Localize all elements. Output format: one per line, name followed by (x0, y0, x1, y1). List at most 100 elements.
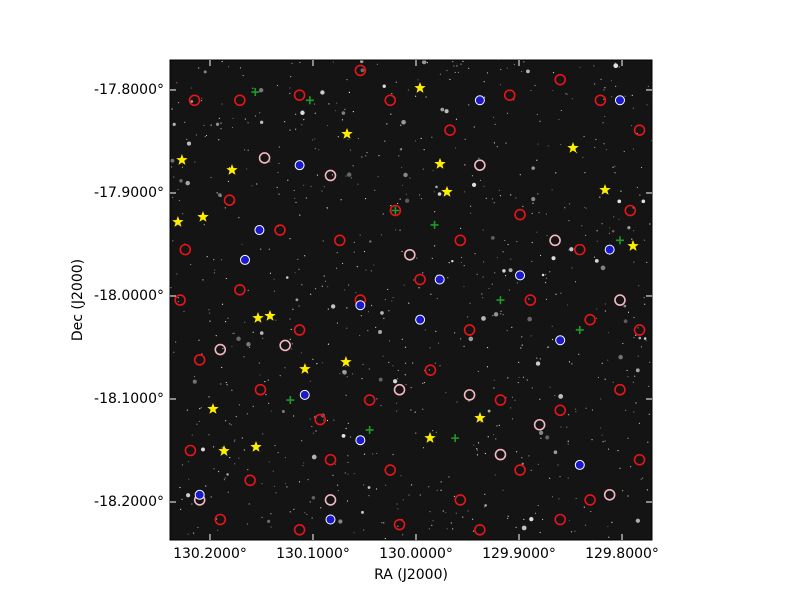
background-star (648, 413, 650, 415)
background-star (357, 183, 359, 185)
background-star (220, 128, 222, 130)
ring-marker (179, 243, 192, 256)
background-star (252, 405, 254, 408)
dot-marker (415, 314, 426, 325)
background-star (220, 195, 222, 197)
background-star (433, 191, 435, 193)
background-star (397, 369, 399, 372)
background-star (357, 137, 360, 140)
background-star (226, 473, 229, 476)
background-star (537, 143, 539, 145)
background-star (226, 384, 228, 386)
background-star (405, 193, 408, 195)
background-star (453, 495, 456, 498)
background-star (431, 257, 433, 259)
background-star (567, 477, 569, 479)
background-star (195, 134, 198, 136)
background-star (468, 67, 470, 69)
background-star (277, 171, 279, 174)
background-star (467, 510, 469, 512)
background-star (385, 484, 387, 486)
background-star (229, 456, 231, 459)
background-star (513, 63, 515, 66)
background-star (627, 495, 629, 497)
background-star (272, 470, 274, 472)
background-star (190, 87, 192, 89)
background-star (300, 110, 305, 115)
background-star (365, 155, 367, 157)
background-star (536, 113, 538, 116)
background-star (236, 336, 241, 342)
background-star (347, 461, 349, 464)
cross-marker (451, 434, 460, 443)
background-star (494, 474, 496, 476)
background-star (297, 258, 299, 260)
background-star (476, 454, 479, 456)
dot-marker (294, 160, 305, 171)
dot-marker (474, 95, 485, 106)
background-star (326, 124, 329, 127)
background-star (484, 504, 487, 507)
background-star (410, 409, 412, 411)
background-star (361, 156, 363, 158)
background-star (636, 186, 639, 189)
background-star (227, 66, 230, 68)
background-star (635, 518, 641, 523)
background-star (334, 110, 337, 112)
background-star (397, 508, 399, 510)
background-star (611, 229, 615, 233)
background-star (392, 453, 394, 456)
background-star (611, 96, 613, 98)
background-star (285, 276, 289, 279)
background-star (355, 291, 357, 294)
dot-marker (355, 300, 366, 311)
background-star (502, 251, 504, 253)
background-star (481, 316, 486, 321)
y-tick-label: -18.0000° (94, 288, 164, 304)
background-star (200, 407, 202, 409)
background-star (222, 347, 224, 350)
background-star (428, 369, 430, 371)
background-star (460, 227, 462, 229)
background-star (289, 92, 291, 95)
background-star (264, 380, 266, 383)
background-star (448, 476, 450, 478)
background-star (360, 510, 364, 514)
background-star (213, 259, 215, 261)
background-star (627, 226, 631, 230)
background-star (247, 149, 249, 151)
background-star (538, 212, 540, 214)
background-star (397, 378, 399, 380)
background-star (632, 229, 635, 232)
background-star (596, 308, 598, 310)
background-star (277, 451, 279, 454)
background-star (477, 442, 480, 444)
background-star (460, 256, 463, 259)
background-star (345, 175, 347, 177)
background-star (215, 335, 217, 337)
cross-marker (391, 206, 400, 215)
background-star (363, 529, 365, 531)
ring-marker (184, 444, 197, 457)
background-star (603, 98, 605, 100)
background-star (346, 307, 348, 309)
background-star (231, 389, 233, 391)
background-star (321, 190, 323, 192)
background-star (268, 461, 270, 463)
background-star (422, 272, 424, 274)
background-star (516, 451, 518, 453)
background-star (301, 284, 303, 286)
background-star (312, 432, 315, 434)
background-star (299, 61, 301, 64)
background-star (470, 205, 472, 207)
background-star (233, 440, 235, 442)
background-star (177, 300, 179, 303)
background-star (583, 135, 585, 138)
background-star (637, 355, 639, 357)
background-star (304, 255, 306, 257)
background-star (205, 485, 207, 487)
background-star (504, 239, 506, 242)
background-star (496, 146, 498, 148)
background-star (500, 313, 502, 315)
background-star (262, 337, 264, 339)
